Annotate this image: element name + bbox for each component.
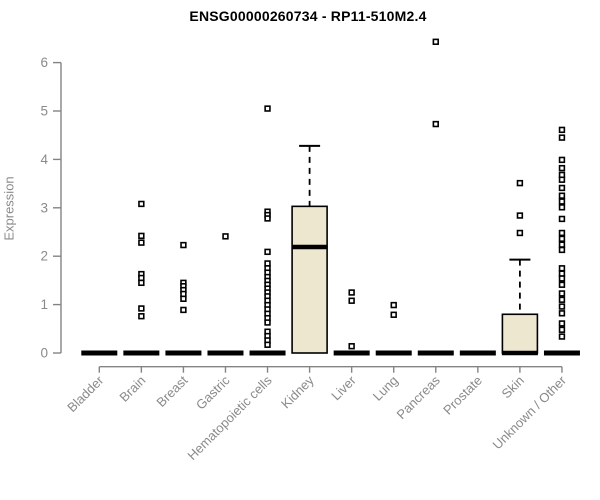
outlier-point (390, 301, 397, 309)
y-tick-label: 4 (40, 152, 48, 167)
outlier-point (138, 232, 145, 240)
box-group-lung (375, 301, 412, 356)
outlier-point (348, 343, 355, 350)
collapsed-box (417, 350, 454, 356)
outlier-point (558, 134, 566, 141)
box-group-bladder (81, 350, 118, 356)
box-group-hematopoietic-cells (249, 105, 286, 356)
outlier-point (264, 215, 271, 222)
outlier-point (558, 281, 566, 288)
outlier-point (348, 297, 355, 304)
x-tick-label: Unknown / Other (489, 372, 569, 452)
outlier-point (558, 215, 566, 223)
outlier-point (558, 310, 566, 317)
outlier-point (558, 241, 566, 248)
box-rect (501, 313, 539, 354)
collapsed-box (207, 350, 244, 356)
box-group-breast (165, 241, 202, 356)
box-group-gastric (207, 233, 244, 356)
outlier-point (222, 233, 229, 240)
outlier-point (558, 275, 566, 282)
box-group-pancreas (417, 38, 454, 356)
chart-title: ENSG00000260734 - RP11-510M2.4 (189, 8, 427, 24)
outlier-point (558, 265, 566, 272)
outlier-point (558, 204, 566, 211)
collapsed-box (249, 350, 286, 356)
outlier-point (138, 279, 145, 287)
y-tick-label: 3 (40, 200, 48, 215)
outlier-point (558, 333, 566, 340)
collapsed-box (333, 350, 370, 356)
box-group-brain (123, 200, 160, 356)
box-group-skin (501, 179, 539, 356)
outlier-point (558, 246, 566, 254)
collapsed-box (123, 350, 160, 356)
outlier-point (516, 179, 524, 187)
box-rect (291, 205, 328, 354)
collapsed-box (81, 350, 118, 356)
outlier-point (432, 120, 439, 128)
box-group-prostate (459, 350, 496, 356)
collapsed-box (459, 350, 496, 356)
x-tick-label: Skin (499, 373, 527, 401)
outlier-point (180, 306, 187, 314)
collapsed-box (165, 350, 202, 356)
outlier-point (558, 290, 566, 297)
x-tick-label: Bladder (64, 372, 107, 415)
outlier-point (558, 126, 566, 134)
outlier-point (558, 303, 566, 310)
y-tick-label: 1 (40, 297, 48, 312)
outlier-point (180, 241, 187, 249)
outlier-point (516, 229, 524, 237)
outlier-point (558, 198, 566, 205)
outlier-point (138, 305, 145, 312)
x-tick-label: Pancreas (393, 372, 443, 422)
outlier-point (558, 156, 566, 164)
y-axis: 0 1 2 3 4 5 6 (40, 55, 62, 361)
outlier-point (558, 326, 566, 333)
outlier-point (138, 239, 145, 246)
outlier-point (432, 38, 439, 45)
y-tick-label: 5 (40, 104, 48, 119)
box-group-liver (333, 289, 370, 356)
collapsed-box (543, 350, 580, 356)
outlier-point (558, 184, 566, 192)
x-tick-label: Breast (153, 372, 190, 409)
outlier-point (264, 319, 271, 326)
box-group-unknown-other (543, 126, 580, 356)
x-tick-label: Kidney (278, 372, 317, 411)
y-tick-label: 6 (40, 55, 48, 70)
outlier-point (264, 341, 271, 348)
outlier-point (390, 311, 397, 318)
outlier-point (558, 164, 566, 172)
box-group-kidney (291, 144, 328, 354)
x-tick-label: Lung (370, 373, 401, 404)
y-tick-label: 2 (40, 249, 48, 264)
outlier-point (558, 235, 566, 242)
x-tick-label: Liver (328, 372, 359, 403)
outlier-point (558, 192, 566, 199)
outlier-point (264, 248, 271, 256)
outlier-point (516, 212, 524, 219)
collapsed-box (375, 350, 412, 356)
outlier-point (138, 200, 145, 208)
y-tick-label: 0 (40, 346, 48, 361)
outlier-point (558, 176, 566, 183)
x-tick-label: Prostate (440, 373, 485, 418)
outlier-point (180, 295, 187, 302)
outlier-point (558, 296, 566, 303)
outlier-point (348, 289, 355, 296)
outlier-point (264, 105, 271, 112)
outlier-point (138, 313, 145, 320)
x-tick-label: Brain (116, 373, 148, 405)
outlier-point (558, 320, 566, 327)
x-tick-label: Gastric (193, 372, 233, 412)
outlier-point (558, 229, 566, 237)
